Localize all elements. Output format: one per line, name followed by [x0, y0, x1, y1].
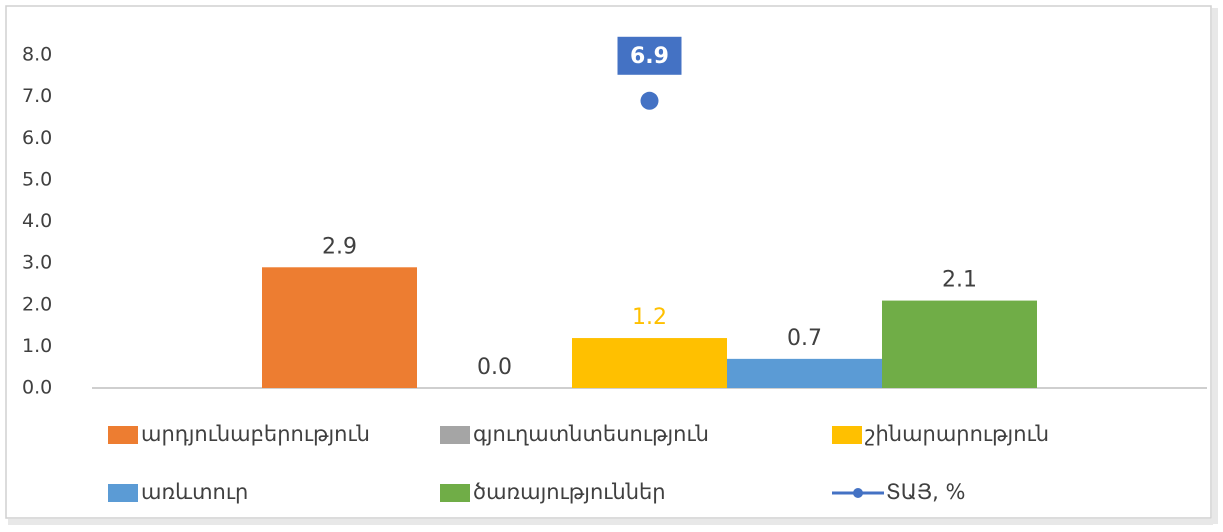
- bar: [882, 300, 1037, 388]
- y-tick-label: 4.0: [22, 210, 52, 232]
- data-label: 1.2: [632, 305, 667, 330]
- frame-shadow: [8, 519, 1213, 525]
- data-label: 0.0: [477, 355, 512, 380]
- point: [640, 91, 659, 110]
- legend-swatch: [108, 426, 138, 444]
- legend-label: շինարարություն: [865, 422, 1049, 446]
- y-tick-label: 8.0: [22, 44, 52, 66]
- legend-label: ծառայություններ: [473, 480, 666, 504]
- y-tick-label: 0.0: [22, 377, 52, 399]
- data-label: 2.1: [942, 268, 977, 293]
- frame-shadow: [1212, 8, 1218, 524]
- legend-swatch: [832, 426, 862, 444]
- y-tick-label: 5.0: [22, 168, 52, 190]
- chart-frame: [5, 5, 1212, 519]
- data-label: 6.9: [630, 44, 669, 69]
- y-tick-label: 7.0: [22, 85, 52, 107]
- legend-label: առևտուր: [141, 480, 248, 504]
- legend-swatch: [440, 426, 470, 444]
- y-tick-label: 3.0: [22, 252, 52, 274]
- y-tick-label: 6.0: [22, 127, 52, 149]
- y-tick-label: 2.0: [22, 293, 52, 315]
- bar: [727, 358, 882, 388]
- y-tick-label: 1.0: [22, 335, 52, 357]
- legend-label: արդյունաբերություն: [141, 422, 370, 446]
- legend-swatch: [853, 488, 863, 498]
- bar: [262, 267, 417, 388]
- legend-swatch: [440, 484, 470, 502]
- legend-label: ՏԱՅ, %: [886, 480, 965, 504]
- bar: [572, 338, 727, 388]
- data-label-box: [617, 36, 682, 75]
- data-label: 0.7: [787, 326, 822, 351]
- legend-label: գյուղատնտեսություն: [473, 422, 709, 446]
- legend-swatch: [108, 484, 138, 502]
- data-label: 2.9: [322, 234, 357, 259]
